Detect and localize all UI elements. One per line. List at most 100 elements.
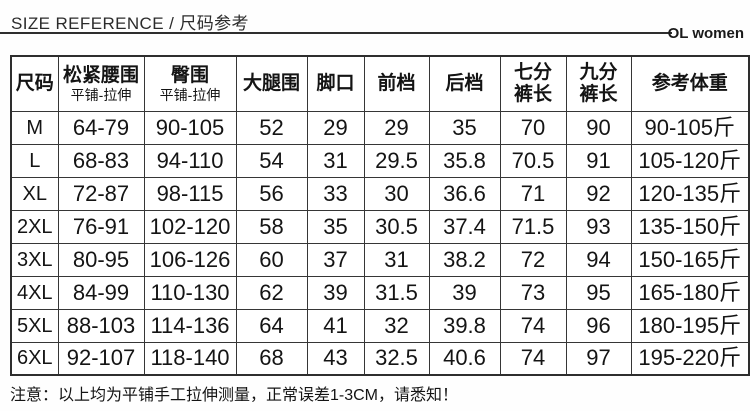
size-value-cell: 33 bbox=[306, 176, 365, 211]
size-value-cell: 30 bbox=[363, 176, 430, 211]
column-header-label: 脚口 bbox=[316, 73, 355, 95]
column-header: 七分 裤长 bbox=[499, 55, 567, 112]
size-value-cell: 94 bbox=[565, 242, 632, 277]
size-value-cell: 90-105斤 bbox=[630, 110, 750, 145]
size-label-cell: L bbox=[10, 143, 59, 178]
column-header-label: 尺码 bbox=[15, 73, 54, 95]
size-value-cell: 165-180斤 bbox=[630, 275, 750, 310]
size-value-cell: 60 bbox=[235, 242, 308, 277]
column-header: 后档 bbox=[428, 55, 501, 112]
size-value-cell: 56 bbox=[235, 176, 308, 211]
size-value-cell: 97 bbox=[565, 341, 632, 376]
size-value-cell: 37.4 bbox=[428, 209, 501, 244]
size-value-cell: 38.2 bbox=[428, 242, 501, 277]
size-value-cell: 29 bbox=[306, 110, 365, 145]
footer-note: 注意：以上均为平铺手工拉伸测量，正常误差1-3CM，请悉知！ bbox=[10, 387, 459, 404]
size-value-cell: 39 bbox=[428, 275, 501, 310]
size-value-cell: 76-91 bbox=[57, 209, 145, 244]
size-value-cell: 29.5 bbox=[363, 143, 430, 178]
size-value-cell: 31 bbox=[363, 242, 430, 277]
size-value-cell: 31.5 bbox=[363, 275, 430, 310]
column-header-label: 前档 bbox=[377, 73, 416, 95]
table-row: 3XL 80-95 106-126 60 37 31 38.2 72 94 150-165斤 bbox=[10, 242, 750, 277]
size-value-cell: 52 bbox=[235, 110, 308, 145]
size-table-body: M 64-79 90-105 52 29 29 35 70 90 90-105斤 L 68-83 94-… bbox=[10, 110, 750, 376]
size-value-cell: 62 bbox=[235, 275, 308, 310]
size-value-cell: 114-136 bbox=[143, 308, 237, 343]
size-value-cell: 102-120 bbox=[143, 209, 237, 244]
size-label-cell: 4XL bbox=[10, 275, 59, 310]
column-header-label: 参考体重 bbox=[651, 73, 728, 95]
table-row: XL 72-87 98-115 56 33 30 36.6 71 92 120-135斤 bbox=[10, 176, 750, 211]
size-value-cell: 64 bbox=[235, 308, 308, 343]
size-table-head: 尺码 松紧腰围 平铺-拉伸 臀围 平铺-拉伸 大腿围 脚口 前档 后档 七分 裤长 九分 裤长 参考体重 bbox=[10, 55, 750, 112]
size-value-cell: 39 bbox=[306, 275, 365, 310]
size-value-cell: 32 bbox=[363, 308, 430, 343]
size-value-cell: 68-83 bbox=[57, 143, 145, 178]
column-header: 九分 裤长 bbox=[565, 55, 632, 112]
size-value-cell: 105-120斤 bbox=[630, 143, 750, 178]
size-label-cell: XL bbox=[10, 176, 59, 211]
size-value-cell: 91 bbox=[565, 143, 632, 178]
table-row: 5XL 88-103 114-136 64 41 32 39.8 74 96 180-195斤 bbox=[10, 308, 750, 343]
size-value-cell: 31 bbox=[306, 143, 365, 178]
size-value-cell: 37 bbox=[306, 242, 365, 277]
size-value-cell: 95 bbox=[565, 275, 632, 310]
size-value-cell: 43 bbox=[306, 341, 365, 376]
table-row: 6XL 92-107 118-140 68 43 32.5 40.6 74 97 195-220斤 bbox=[10, 341, 750, 376]
size-value-cell: 90 bbox=[565, 110, 632, 145]
size-value-cell: 72-87 bbox=[57, 176, 145, 211]
brand-label: OL women bbox=[667, 25, 744, 42]
header-row: 尺码 松紧腰围 平铺-拉伸 臀围 平铺-拉伸 大腿围 脚口 前档 后档 七分 裤长 九分 裤长 参考体重 bbox=[10, 55, 750, 112]
size-value-cell: 29 bbox=[363, 110, 430, 145]
size-value-cell: 71.5 bbox=[499, 209, 567, 244]
column-header-label: 大腿围 bbox=[242, 73, 300, 95]
column-header-label: 臀围 bbox=[170, 64, 209, 86]
column-header-label: 九分 裤长 bbox=[579, 62, 618, 105]
column-header-label: 后档 bbox=[445, 73, 484, 95]
size-value-cell: 40.6 bbox=[428, 341, 501, 376]
size-value-cell: 72 bbox=[499, 242, 567, 277]
size-value-cell: 92 bbox=[565, 176, 632, 211]
size-value-cell: 70.5 bbox=[499, 143, 567, 178]
size-value-cell: 71 bbox=[499, 176, 567, 211]
size-value-cell: 68 bbox=[235, 341, 308, 376]
size-value-cell: 120-135斤 bbox=[630, 176, 750, 211]
column-header: 脚口 bbox=[306, 55, 365, 112]
size-value-cell: 80-95 bbox=[57, 242, 145, 277]
header-rule bbox=[0, 32, 672, 34]
size-value-cell: 64-79 bbox=[57, 110, 145, 145]
size-value-cell: 35.8 bbox=[428, 143, 501, 178]
column-header-sublabel: 平铺-拉伸 bbox=[159, 87, 221, 104]
size-value-cell: 92-107 bbox=[57, 341, 145, 376]
size-value-cell: 135-150斤 bbox=[630, 209, 750, 244]
size-value-cell: 54 bbox=[235, 143, 308, 178]
column-header-sublabel: 平铺-拉伸 bbox=[70, 87, 132, 104]
table-row: 4XL 84-99 110-130 62 39 31.5 39 73 95 165-180斤 bbox=[10, 275, 750, 310]
size-value-cell: 94-110 bbox=[143, 143, 237, 178]
size-value-cell: 96 bbox=[565, 308, 632, 343]
size-value-cell: 36.6 bbox=[428, 176, 501, 211]
size-value-cell: 73 bbox=[499, 275, 567, 310]
size-value-cell: 41 bbox=[306, 308, 365, 343]
column-header-label: 松紧腰围 bbox=[62, 64, 139, 86]
table-row: L 68-83 94-110 54 31 29.5 35.8 70.5 91 105-120斤 bbox=[10, 143, 750, 178]
column-header: 前档 bbox=[363, 55, 430, 112]
size-label-cell: 3XL bbox=[10, 242, 59, 277]
size-label-cell: 5XL bbox=[10, 308, 59, 343]
size-value-cell: 70 bbox=[499, 110, 567, 145]
size-value-cell: 88-103 bbox=[57, 308, 145, 343]
size-value-cell: 180-195斤 bbox=[630, 308, 750, 343]
column-header: 大腿围 bbox=[235, 55, 308, 112]
size-value-cell: 74 bbox=[499, 308, 567, 343]
size-value-cell: 118-140 bbox=[143, 341, 237, 376]
size-value-cell: 93 bbox=[565, 209, 632, 244]
size-label-cell: 2XL bbox=[10, 209, 59, 244]
column-header: 臀围 平铺-拉伸 bbox=[143, 55, 237, 112]
size-value-cell: 58 bbox=[235, 209, 308, 244]
column-header: 松紧腰围 平铺-拉伸 bbox=[57, 55, 145, 112]
size-value-cell: 84-99 bbox=[57, 275, 145, 310]
size-label-cell: 6XL bbox=[10, 341, 59, 376]
size-value-cell: 106-126 bbox=[143, 242, 237, 277]
